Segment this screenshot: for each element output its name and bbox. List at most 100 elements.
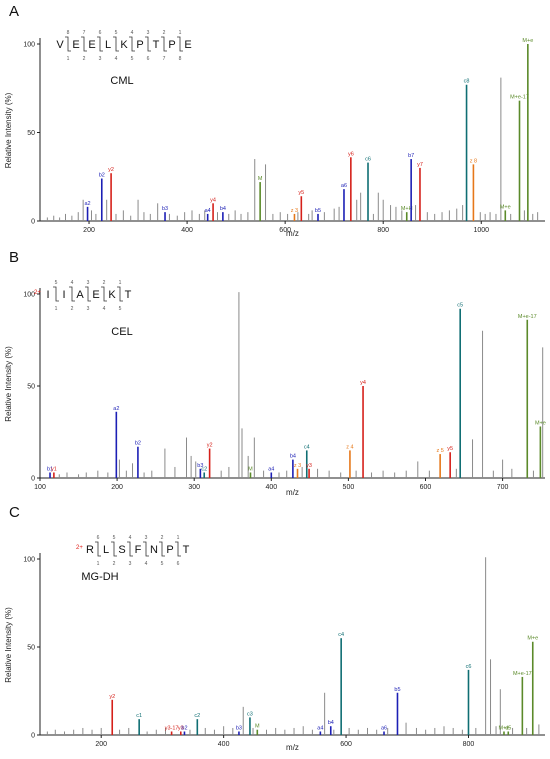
ion-label: M (248, 466, 253, 472)
ion-label: b5 (315, 208, 321, 214)
ion-label: y1 (51, 466, 57, 472)
ion-label: y4 (210, 197, 216, 203)
ion-label: M (258, 176, 263, 182)
panel-letter: C (9, 504, 20, 521)
residue: I (62, 289, 65, 301)
n-term-index: 1 (97, 561, 100, 567)
ion-label: M+e (522, 38, 533, 44)
n-term-index: 1 (55, 306, 58, 312)
modification-name: CML (110, 75, 133, 87)
fragment-bracket (143, 541, 149, 557)
ion-label: M+e (527, 636, 538, 642)
residue: P (166, 544, 173, 556)
n-term-index: 6 (147, 56, 150, 62)
x-tick-label: 200 (83, 227, 95, 234)
c-term-index: 3 (87, 280, 90, 286)
c-term-index: 5 (113, 535, 116, 541)
n-term-index: 2 (113, 561, 116, 567)
c-term-index: 1 (179, 30, 182, 36)
ion-label: a4 (268, 466, 274, 472)
y-tick-label: 0 (31, 733, 35, 740)
fragment-bracket (161, 36, 167, 52)
y-axis-label: Relative Intensity (%) (4, 92, 13, 168)
ion-label: b4 (290, 454, 296, 460)
ion-label: b2 (135, 441, 141, 447)
ion-label: a4 (317, 725, 323, 731)
fragment-bracket (111, 541, 117, 557)
ion-label: c2 (194, 713, 200, 719)
ion-label: b7 (408, 153, 414, 159)
c-term-index: 2 (161, 535, 164, 541)
residue: I (46, 289, 49, 301)
c-term-index: 4 (131, 30, 134, 36)
ion-label: b3 (162, 206, 168, 212)
residue: A (76, 289, 84, 301)
ion-label: z 3 (294, 463, 301, 469)
panel-letter: A (9, 3, 19, 20)
ion-label: c8 (464, 79, 470, 85)
fragment-bracket (81, 36, 87, 52)
modification-name: CEL (111, 326, 132, 338)
spectrum-panel-c: C 0 50 100 200 400 600 800 m/z Relative Intensity… (4, 504, 545, 752)
residue: F (135, 544, 142, 556)
ion-label: b3 (236, 725, 242, 731)
residue: L (105, 39, 111, 51)
c-term-index: 4 (71, 280, 74, 286)
ion-label: c1 (136, 713, 142, 719)
x-axis-label: m/z (286, 743, 299, 752)
ion-label: c4 (304, 444, 310, 450)
ion-label: y7 (417, 162, 423, 168)
x-tick-label: 600 (420, 484, 432, 491)
c-term-index: 2 (103, 280, 106, 286)
residue: E (184, 39, 191, 51)
residue: S (118, 544, 125, 556)
x-tick-label: 600 (279, 227, 291, 234)
ion-label: a2 (84, 201, 90, 207)
fragment-bracket (95, 541, 101, 557)
ion-label: c2 (201, 466, 207, 472)
ion-label: c6 (365, 157, 371, 163)
y-tick-label: 50 (27, 384, 35, 391)
residue: E (72, 39, 79, 51)
residue: K (108, 289, 116, 301)
residue: P (168, 39, 175, 51)
y-tick-label: 100 (23, 42, 35, 49)
ion-label: a6 (381, 725, 387, 731)
ion-label: b4 (220, 206, 226, 212)
ion-label: M+e-17 (510, 95, 529, 101)
ion-label: y2 (109, 694, 115, 700)
c-term-index: 6 (99, 30, 102, 36)
x-tick-label: 200 (95, 741, 107, 748)
residue: T (125, 289, 132, 301)
residue: T (183, 544, 190, 556)
n-term-index: 8 (179, 56, 182, 62)
y-tick-label: 100 (23, 292, 35, 299)
x-tick-label: 200 (111, 484, 123, 491)
c-term-index: 1 (119, 280, 122, 286)
ion-label: c4 (338, 632, 344, 638)
c-term-index: 5 (55, 280, 58, 286)
ion-label: y5 (447, 446, 453, 452)
n-term-index: 7 (163, 56, 166, 62)
y-tick-label: 0 (31, 219, 35, 226)
fragment-bracket (117, 286, 123, 302)
ion-label: y5 (298, 190, 304, 196)
ion-label: M+e-17 (518, 314, 537, 320)
c-term-index: 2 (163, 30, 166, 36)
y-tick-label: 0 (31, 476, 35, 483)
ion-label: M+e-17 (513, 671, 532, 677)
fragment-bracket (101, 286, 107, 302)
ion-label: y6 (348, 151, 354, 157)
x-tick-label: 600 (340, 741, 352, 748)
ion-label: y2 (207, 443, 213, 449)
fragment-bracket (65, 36, 71, 52)
ion-label: c3 (247, 711, 253, 717)
y-axis-label: Relative Intensity (%) (4, 607, 13, 683)
residue: E (88, 39, 95, 51)
fragment-bracket (177, 36, 183, 52)
ion-label: b1 (47, 466, 53, 472)
n-term-index: 6 (177, 561, 180, 567)
